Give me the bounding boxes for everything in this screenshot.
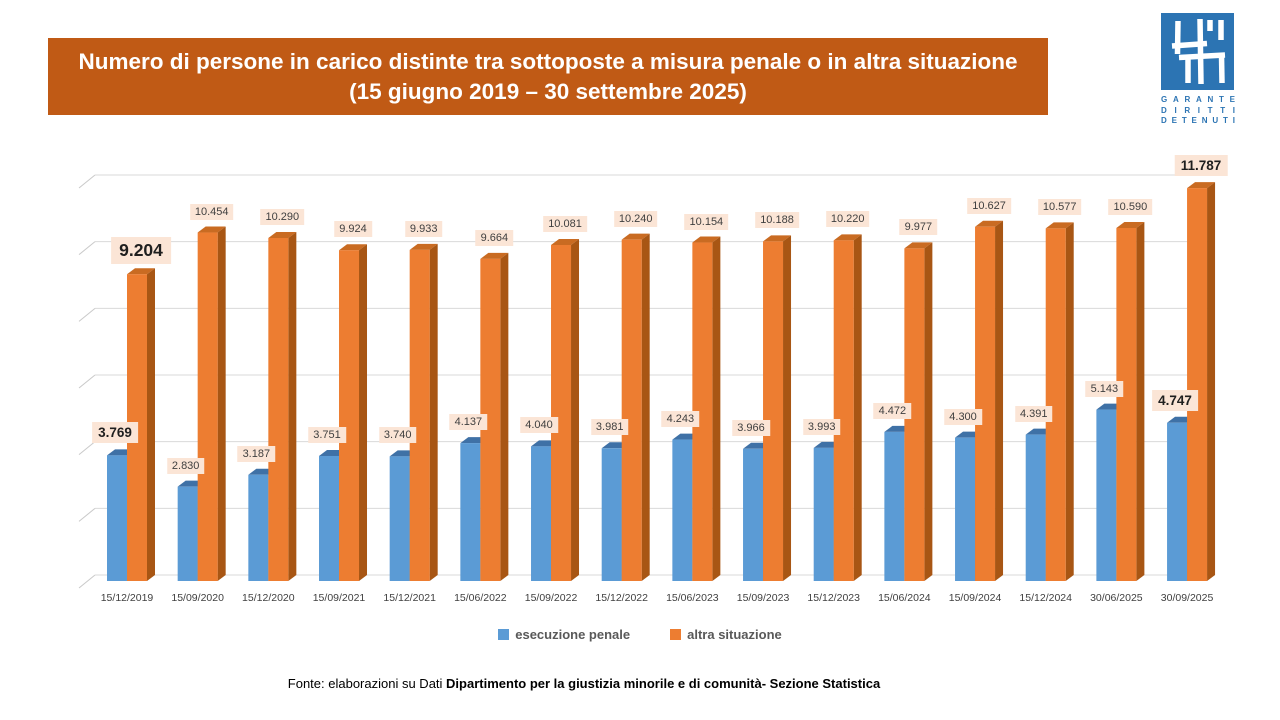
bar-altra-situazione-10-side [853,234,862,582]
bar-altra-situazione-7 [621,239,642,581]
bar-altra-situazione-11-top [904,242,933,249]
bar-esecuzione-penale-5 [460,443,481,581]
bar-esecuzione-penale-9 [743,448,764,581]
bar-esecuzione-penale-0 [107,455,127,581]
bar-altra-situazione-8-side [712,236,721,582]
bar-altra-situazione-6-side [571,238,580,581]
bar-esecuzione-penale-2 [248,474,269,581]
title-line-2: (15 giugno 2019 – 30 settembre 2025) [349,78,747,104]
bar-altra-situazione-2-top [268,232,297,238]
bar-altra-situazione-10 [833,240,854,582]
bar-altra-situazione-3 [339,250,360,581]
legend-label-esecuzione-penale: esecuzione penale [515,627,631,642]
bar-altra-situazione-15 [1187,188,1208,581]
bar-esecuzione-penale-10 [813,447,834,581]
grid-depth-tick [78,507,96,522]
bar-altra-situazione-9 [763,241,784,581]
legend-item-altra-situazione: altra situazione [670,627,782,642]
bar-altra-situazione-4-side [429,243,438,581]
grid-depth-tick [78,307,96,322]
grid-depth-tick [78,241,96,256]
bar-altra-situazione-0-side [147,268,155,581]
source-bold: Dipartimento per la giustizia minorile e… [446,676,881,691]
bar-altra-situazione-5 [480,258,501,581]
legend: esecuzione penale altra situazione [0,627,1280,642]
bar-altra-situazione-11-side [924,242,933,581]
bar-altra-situazione-14-top [1116,222,1145,228]
bar-altra-situazione-5-side [500,252,509,581]
bar-altra-situazione-3-top [339,244,368,251]
bar-esecuzione-penale-14 [1096,409,1117,581]
bar-altra-situazione-12 [975,226,996,581]
legend-swatch-orange [670,629,682,640]
bar-altra-situazione-13-side [1065,222,1074,581]
bar-esecuzione-penale-11 [884,431,905,581]
bar-altra-situazione-5-top [480,252,509,259]
bar-altra-situazione-3-side [359,244,368,581]
grid-depth-tick [78,574,96,589]
bar-altra-situazione-1-side [217,226,226,582]
bar-altra-situazione-2-side [288,232,297,581]
bar-esecuzione-penale-12 [955,437,976,581]
bar-altra-situazione-15-top [1187,182,1216,189]
bar-altra-situazione-13 [1045,228,1066,581]
garante-logo-mark [1161,13,1234,90]
grid-depth-tick [78,441,96,456]
bar-altra-situazione-6 [551,244,572,581]
bar-altra-situazione-4 [409,249,430,581]
bar-altra-situazione-0-top [127,268,155,275]
legend-swatch-blue [498,629,510,640]
bar-altra-situazione-14-side [1136,222,1145,581]
bar-altra-situazione-12-top [975,220,1004,227]
bar-altra-situazione-9-top [763,235,792,242]
bar-altra-situazione-0 [127,274,147,581]
bar-altra-situazione-11 [904,248,925,581]
bar-altra-situazione-6-top [551,238,580,245]
legend-item-esecuzione-penale: esecuzione penale [498,627,630,642]
title-line-1: Numero di persone in carico distinte tra… [78,48,1018,74]
grid-depth-tick [78,374,96,389]
chart-title-banner: Numero di persone in carico distinte tra… [48,38,1048,115]
bar-altra-situazione-7-top [621,233,650,240]
bar-esecuzione-penale-4 [389,456,410,581]
bar-altra-situazione-1-top [197,226,226,233]
bar-altra-situazione-9-side [783,235,792,581]
grid-depth-tick [78,174,96,189]
bar-altra-situazione-14 [1116,228,1137,581]
bar-esecuzione-penale-13 [1025,434,1046,581]
bar-esecuzione-penale-1 [177,486,198,581]
bar-altra-situazione-1 [197,232,218,582]
bar-altra-situazione-13-top [1045,222,1074,229]
bar-altra-situazione-4-top [409,243,438,250]
bar-altra-situazione-2 [268,238,289,581]
bar-altra-situazione-8 [692,242,713,582]
bar-altra-situazione-7-side [641,233,650,581]
bar-esecuzione-penale-3 [319,455,340,581]
bar-altra-situazione-15-side [1207,182,1216,581]
bar-esecuzione-penale-8 [672,439,693,581]
bar-altra-situazione-12-side [995,220,1004,581]
bar-esecuzione-penale-15 [1167,422,1188,581]
bar-esecuzione-penale-7 [601,448,622,581]
source-note: Fonte: elaborazioni su Dati Dipartimento… [0,676,1280,691]
legend-label-altra-situazione: altra situazione [687,627,782,642]
bar-esecuzione-penale-6 [531,446,552,581]
bar-altra-situazione-10-top [833,234,862,241]
source-prefix: Fonte: elaborazioni su Dati [287,676,447,691]
prison-bars-glyph [1171,18,1226,85]
bar-altra-situazione-8-top [692,236,721,243]
